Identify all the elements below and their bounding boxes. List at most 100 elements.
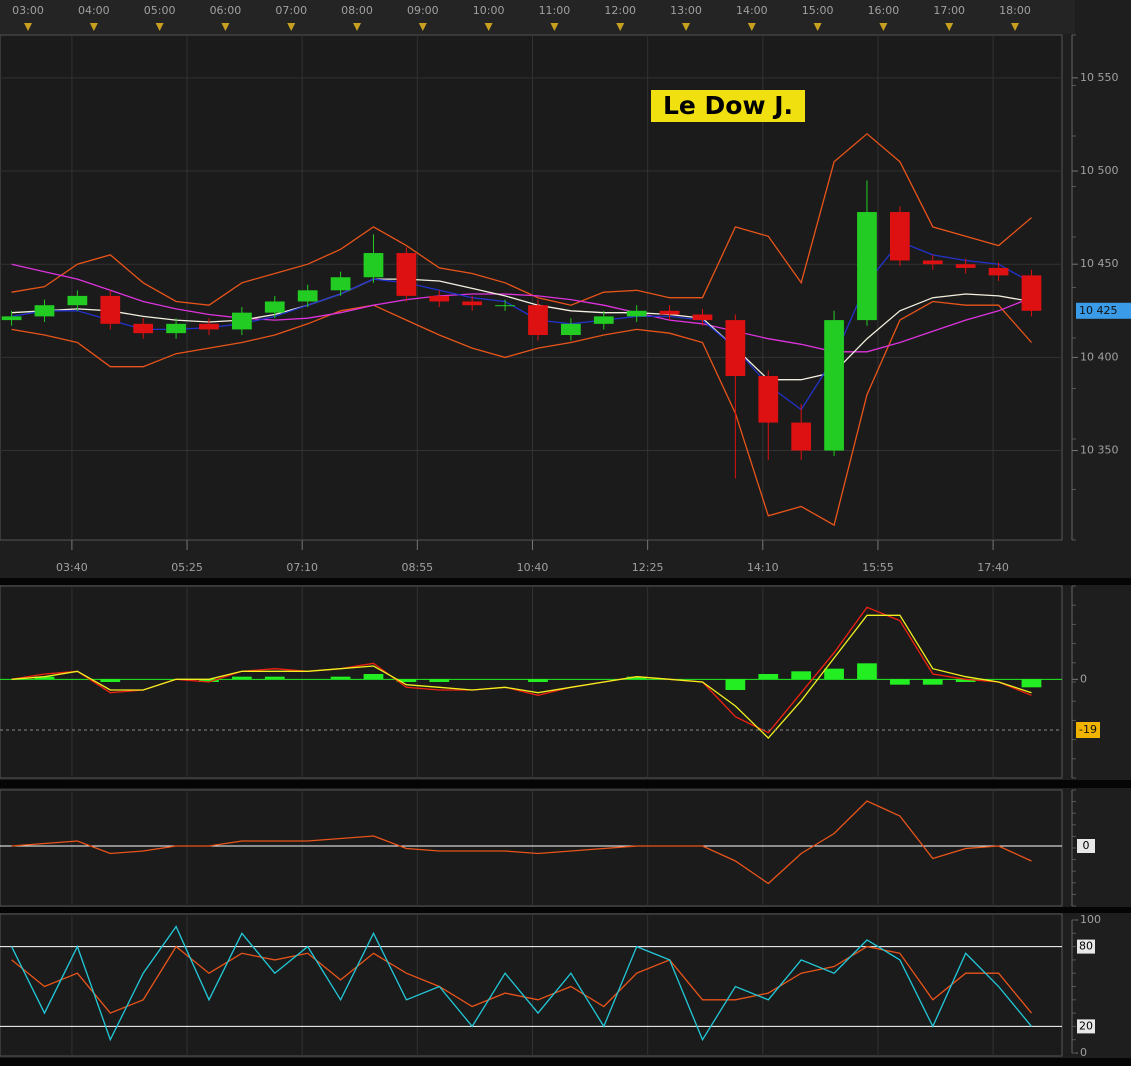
candle-body [330,277,351,291]
candle-body [593,316,614,324]
histogram-bar [363,674,384,680]
reference-label: 0 [1083,839,1090,852]
session-marker [89,23,98,31]
y-tick-label: 10 550 [1080,71,1119,84]
candle-body [922,260,943,265]
session-marker [287,23,296,31]
candle-body [659,310,680,315]
candle-body [890,212,910,261]
y-tick-label: 10 400 [1080,350,1119,363]
reference-label: 80 [1079,940,1093,953]
top-tick-label: 14:00 [736,4,768,17]
top-tick-label: 10:00 [473,4,505,17]
indicator-line [11,925,1033,1042]
y-tick-label: 100 [1080,913,1101,926]
top-tick-label: 04:00 [78,4,110,17]
top-tick-label: 11:00 [539,4,571,17]
session-marker [945,23,954,31]
top-tick-label: 06:00 [210,4,242,17]
histogram-bar [890,679,910,685]
y-tick-label: 0 [1080,672,1087,685]
top-tick-label: 09:00 [407,4,439,17]
histogram-bar [1021,679,1042,688]
histogram-bar [528,679,548,682]
session-marker [813,23,822,31]
top-tick-label: 08:00 [341,4,373,17]
y-tick-label: 10 450 [1080,257,1119,270]
top-tick-label: 03:00 [12,4,44,17]
session-marker [155,23,164,31]
separator [0,1058,1131,1066]
value-marker-label: 10 425 [1079,304,1118,317]
top-tick-label: 16:00 [868,4,900,17]
plot-layer: 10 350 10 400 10 450 10 500 10 550 03:40 05:25… [0,4,1131,1059]
reference-label: 20 [1079,1019,1093,1032]
histogram-bar [199,679,219,682]
candle-body [429,295,450,302]
x-tick-label: 03:40 [56,561,88,574]
label-box [1077,939,1095,954]
session-marker [550,23,559,31]
stochastic-panel [0,913,1063,1057]
x-tick-label: 15:55 [862,561,894,574]
candle-body [34,305,55,317]
top-tick-label: 12:00 [604,4,636,17]
candle-body [988,267,1009,276]
top-tick-label: 18:00 [999,4,1031,17]
separator [0,578,1131,585]
top-axis [0,0,1075,34]
candle-body [791,422,812,451]
histogram-bar [626,676,647,680]
candle-body [725,320,746,377]
candle-body [297,290,318,302]
histogram-bar [264,676,285,680]
session-marker [221,23,230,31]
price-panel [0,34,1063,541]
separator [0,907,1131,913]
candle-body [495,305,515,307]
indicator-line [11,800,1032,885]
value-marker-label: -19 [1079,723,1097,736]
indicator-line [11,945,1033,1014]
indicator-line [11,132,1032,306]
candle-body [133,323,154,334]
x-tick-label: 08:55 [401,561,433,574]
candle-body [199,323,219,330]
histogram-bar [955,679,976,682]
label-box [1077,1019,1095,1034]
candle-body [462,301,483,306]
candle-body [626,310,647,317]
histogram-bar [725,679,746,690]
candle-body [1021,275,1042,311]
y-tick-label: 10 500 [1080,164,1119,177]
candle-body [67,295,88,306]
top-tick-label: 15:00 [802,4,834,17]
session-marker [747,23,756,31]
histogram-bar [429,679,450,682]
value-marker [1076,302,1131,319]
session-marker [616,23,625,31]
top-tick-label: 13:00 [670,4,702,17]
candle-body [561,323,581,336]
candle-body [396,253,417,296]
top-tick-label: 07:00 [275,4,307,17]
histogram-bar [857,663,877,680]
candle-body [955,264,976,268]
histogram-bar [824,668,844,680]
histogram-bar [100,679,121,682]
y-tick-label: 10 350 [1080,444,1119,457]
candle-body [857,212,877,321]
chart-title: Le Dow J. [663,91,793,120]
y-tick-label: 0 [1080,1046,1087,1059]
session-marker [484,23,493,31]
candle-body [824,320,844,451]
histogram-bar [396,679,417,682]
session-marker [682,23,691,31]
indicator-line [11,300,1032,527]
title-box [651,90,805,122]
x-tick-label: 10:40 [517,561,549,574]
indicator-line [11,278,1032,381]
histogram-bar [34,676,55,680]
histogram-bar [758,674,779,680]
